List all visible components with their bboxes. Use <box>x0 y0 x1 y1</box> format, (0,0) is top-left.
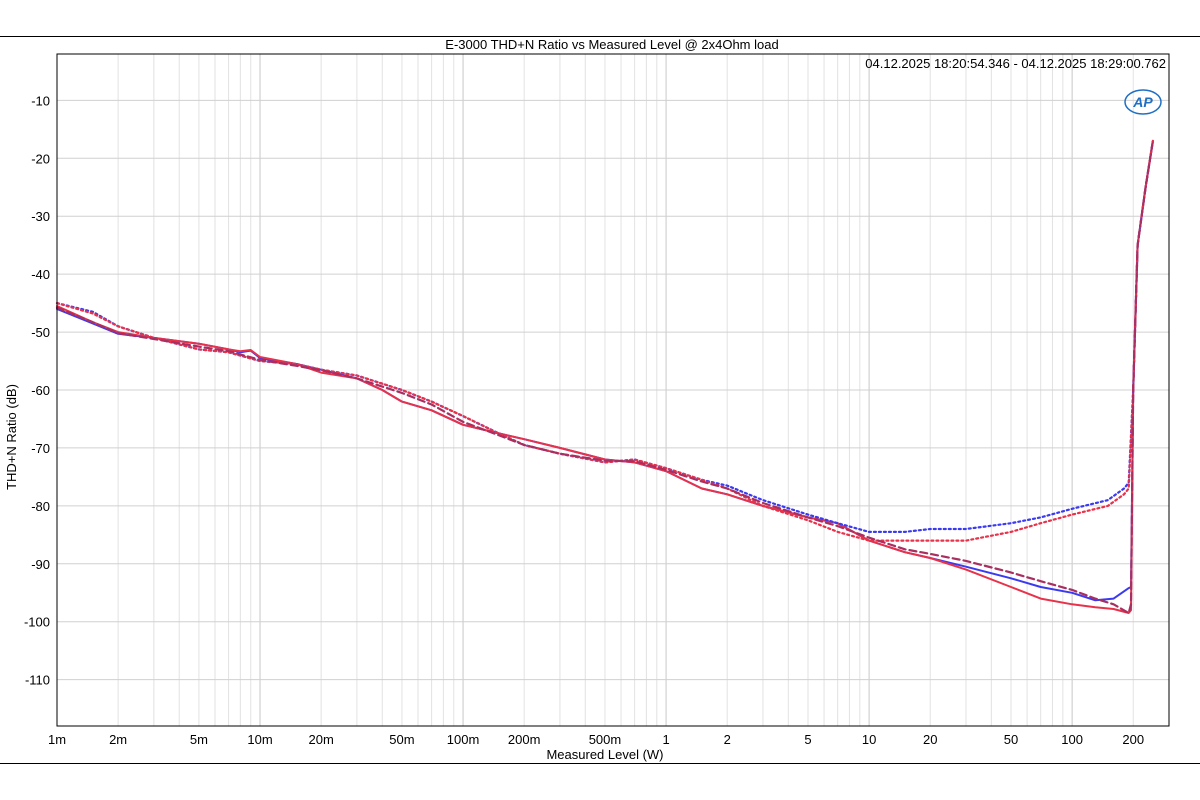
y-tick-label: -100 <box>24 615 50 630</box>
series-line-4 <box>55 139 1154 542</box>
x-tick-label: 50 <box>1004 732 1018 747</box>
y-tick-label: -60 <box>31 383 50 398</box>
x-tick-label: 20 <box>923 732 937 747</box>
y-tick-label: -110 <box>25 673 50 688</box>
y-tick-label: -30 <box>31 209 50 224</box>
chart-title: E-3000 THD+N Ratio vs Measured Level @ 2… <box>445 37 778 52</box>
x-tick-label: 1m <box>48 732 66 747</box>
y-tick-label: -10 <box>31 93 50 108</box>
x-tick-label: 10 <box>862 732 876 747</box>
y-tick-label: -20 <box>31 151 50 166</box>
y-tick-label: -70 <box>31 441 50 456</box>
x-tick-label: 20m <box>308 732 333 747</box>
y-tick-label: -50 <box>31 325 50 340</box>
tick-labels: 1m 2m 5m 10m 20m 50m 100m 200m 500m 1 2 5 10 20 50 100 2… <box>24 93 1144 747</box>
x-tick-label: 100 <box>1061 732 1083 747</box>
chart-frame: 1m 2m 5m 10m 20m 50m 100m 200m 500m 1 2 5 10 20 50 100 2… <box>0 36 1200 764</box>
chart-svg: 1m 2m 5m 10m 20m 50m 100m 200m 500m 1 2 5 10 20 50 100 2… <box>4 37 1170 762</box>
ap-logo: AP <box>1124 89 1162 115</box>
ap-logo-text: AP <box>1132 94 1153 110</box>
series-layer <box>55 139 1154 615</box>
x-tick-label: 1 <box>662 732 669 747</box>
x-tick-label: 200m <box>508 732 541 747</box>
x-tick-label: 500m <box>589 732 622 747</box>
x-tick-label: 2m <box>109 732 127 747</box>
x-tick-label: 50m <box>389 732 414 747</box>
y-tick-label: -80 <box>31 499 50 514</box>
series-line-2 <box>56 139 1154 614</box>
ap-logo-ring <box>1124 89 1162 115</box>
x-tick-label: 200 <box>1122 732 1144 747</box>
series-line-5 <box>55 139 1154 615</box>
y-tick-label: -40 <box>31 267 50 282</box>
x-tick-label: 2 <box>724 732 731 747</box>
plot-border <box>56 53 1170 727</box>
timestamp: 04.12.2025 18:20:54.346 - 04.12.2025 18:… <box>865 56 1166 71</box>
x-tick-label: 100m <box>447 732 480 747</box>
x-tick-label: 5 <box>804 732 811 747</box>
x-tick-label: 5m <box>190 732 208 747</box>
y-tick-label: -90 <box>31 557 50 572</box>
y-axis-label: THD+N Ratio (dB) <box>4 384 19 490</box>
x-tick-label: 10m <box>247 732 272 747</box>
grid <box>57 54 1169 726</box>
x-axis-label: Measured Level (W) <box>546 747 663 762</box>
